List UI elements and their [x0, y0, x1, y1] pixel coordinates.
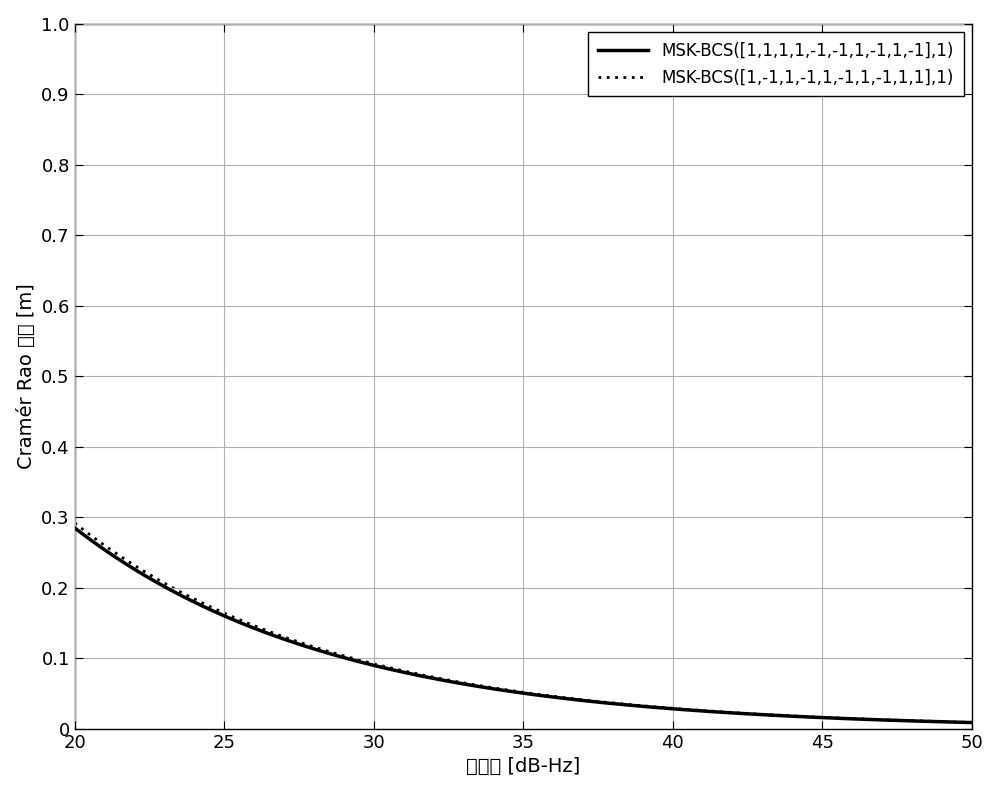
Line: MSK-BCS([1,-1,1,-1,1,-1,1,-1,1,1],1): MSK-BCS([1,-1,1,-1,1,-1,1,-1,1,1],1)	[75, 523, 972, 722]
MSK-BCS([1,1,1,1,-1,-1,1,-1,1,-1],1)	[114, 556, 126, 565]
MSK-BCS([1,1,1,1,-1,-1,1,-1,1,-1],1)	[966, 718, 978, 727]
MSK-BCS([1,1,1,1,-1,-1,1,-1,1,-1],1)	[505, 687, 517, 696]
MSK-BCS([1,-1,1,-1,1,-1,1,-1,1,1],1)	[966, 718, 978, 727]
MSK-BCS([1,1,1,1,-1,-1,1,-1,1,-1],1)	[939, 717, 951, 726]
MSK-BCS([1,-1,1,-1,1,-1,1,-1,1,1],1)	[481, 682, 493, 691]
MSK-BCS([1,-1,1,-1,1,-1,1,-1,1,1],1)	[505, 686, 517, 695]
MSK-BCS([1,1,1,1,-1,-1,1,-1,1,-1],1)	[481, 683, 493, 692]
Legend: MSK-BCS([1,1,1,1,-1,-1,1,-1,1,-1],1), MSK-BCS([1,-1,1,-1,1,-1,1,-1,1,1],1): MSK-BCS([1,1,1,1,-1,-1,1,-1,1,-1],1), MS…	[588, 32, 964, 96]
MSK-BCS([1,1,1,1,-1,-1,1,-1,1,-1],1)	[69, 523, 81, 533]
Line: MSK-BCS([1,1,1,1,-1,-1,1,-1,1,-1],1): MSK-BCS([1,1,1,1,-1,-1,1,-1,1,-1],1)	[75, 528, 972, 722]
MSK-BCS([1,-1,1,-1,1,-1,1,-1,1,1],1)	[69, 519, 81, 528]
MSK-BCS([1,1,1,1,-1,-1,1,-1,1,-1],1)	[775, 711, 787, 720]
MSK-BCS([1,-1,1,-1,1,-1,1,-1,1,1],1)	[114, 551, 126, 561]
X-axis label: 载噪比 [dB-Hz]: 载噪比 [dB-Hz]	[466, 757, 580, 776]
MSK-BCS([1,-1,1,-1,1,-1,1,-1,1,1],1)	[939, 717, 951, 726]
MSK-BCS([1,-1,1,-1,1,-1,1,-1,1,1],1)	[775, 711, 787, 720]
Y-axis label: Cramér Rao 下界 [m]: Cramér Rao 下界 [m]	[17, 283, 36, 469]
MSK-BCS([1,-1,1,-1,1,-1,1,-1,1,1],1)	[940, 717, 952, 726]
MSK-BCS([1,1,1,1,-1,-1,1,-1,1,-1],1)	[940, 717, 952, 726]
